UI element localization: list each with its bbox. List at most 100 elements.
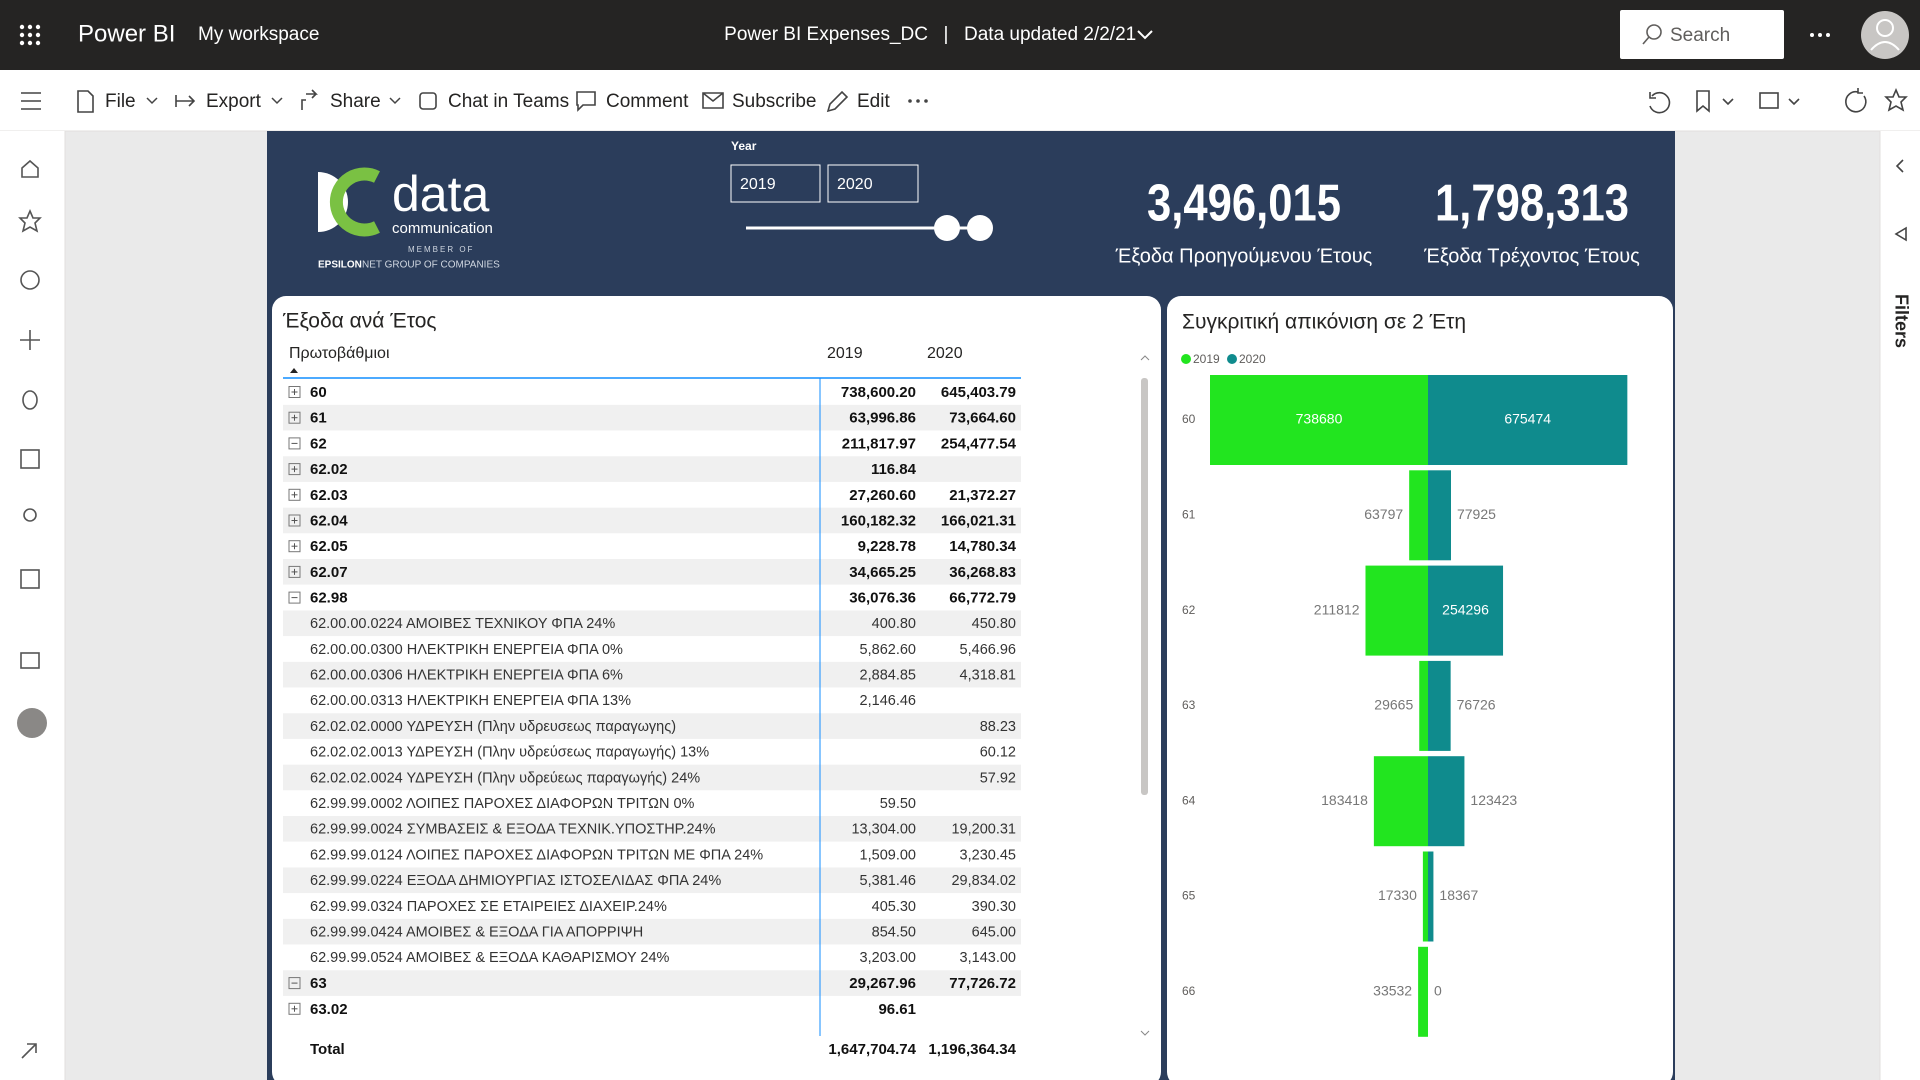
row-cell: 96.61 — [878, 1001, 916, 1018]
expand-toggle[interactable] — [288, 437, 301, 450]
row-cell: 2,884.85 — [860, 668, 916, 684]
title-dropdown[interactable] — [1137, 30, 1153, 40]
nav-workspaces[interactable] — [20, 652, 40, 669]
toolbar-item[interactable]: Export — [206, 91, 262, 112]
logo-member: MEMBER OF — [408, 245, 474, 254]
nav-home[interactable] — [21, 159, 39, 178]
avatar-body — [1870, 41, 1900, 51]
row-cell: 73,664.60 — [949, 410, 1016, 427]
column-header[interactable]: 2020 — [927, 345, 963, 362]
expand-toggle[interactable] — [288, 386, 301, 398]
bar[interactable] — [1428, 470, 1451, 561]
expand-toggle[interactable] — [288, 565, 301, 578]
toolbar-more[interactable] — [908, 99, 928, 103]
row-label: 62.99.99.0424 ΑΜΟΙΒΕΣ & ΕΞΟΔΑ ΓΙΑ ΑΠΟΡΡΙ… — [310, 925, 643, 941]
nav-create[interactable] — [20, 330, 40, 350]
row-cell: 400.80 — [872, 616, 916, 632]
expand-toggle[interactable] — [288, 411, 301, 424]
kpi-label: Έξοδα Προηγούμενου Έτους — [1115, 245, 1373, 267]
expand-toggle[interactable] — [288, 540, 301, 553]
bar[interactable] — [1428, 756, 1465, 847]
reset-icon[interactable] — [1649, 91, 1671, 114]
bar[interactable] — [1373, 756, 1428, 847]
expand-toggle[interactable] — [288, 514, 301, 527]
bar[interactable] — [1428, 565, 1504, 656]
nav-recent[interactable] — [20, 270, 40, 290]
bar[interactable] — [1419, 660, 1428, 751]
toolbar-item[interactable]: Edit — [857, 91, 890, 112]
row-cell: 29,267.96 — [849, 975, 916, 992]
slicer-to-box[interactable] — [827, 164, 919, 203]
legend-label[interactable]: 2019 — [1193, 352, 1220, 366]
total-cell: 1,196,364.34 — [928, 1041, 1016, 1058]
slicer-from: 2019 — [740, 176, 776, 193]
slider-knob-to[interactable] — [967, 215, 993, 241]
nav-apps[interactable] — [20, 449, 40, 469]
expand-toggle[interactable] — [288, 488, 301, 501]
refresh-icon[interactable] — [1845, 88, 1867, 113]
bar[interactable] — [1428, 375, 1628, 465]
bar[interactable] — [1409, 470, 1428, 561]
column-header[interactable]: Πρωτοβάθμιοι — [289, 345, 390, 362]
scrollbar-thumb[interactable] — [1141, 378, 1148, 795]
table-row — [283, 584, 1021, 611]
bar[interactable] — [1428, 851, 1434, 942]
table-row — [283, 841, 1021, 868]
slicer-from-box[interactable] — [730, 164, 821, 203]
toolbar-item[interactable]: Comment — [606, 91, 689, 112]
bar[interactable] — [1210, 375, 1428, 465]
row-cell: 88.23 — [980, 719, 1016, 735]
nav-learn[interactable] — [20, 569, 40, 589]
kpi-value: 1,798,313 — [1435, 175, 1629, 233]
table-row — [283, 610, 1021, 637]
slider-knob-from[interactable] — [934, 215, 960, 241]
row-label: 60 — [310, 384, 327, 401]
logo-sub: communication — [392, 220, 493, 237]
toolbar-item[interactable]: File — [105, 91, 136, 112]
expand-toggle[interactable] — [288, 977, 301, 990]
filters-pane[interactable] — [1880, 131, 1920, 1080]
workspace-link[interactable]: My workspace — [198, 24, 319, 45]
row-label: 62.04 — [310, 512, 348, 529]
toolbar-item[interactable]: Subscribe — [732, 91, 817, 112]
nav-datasets[interactable] — [22, 390, 38, 410]
row-label: 62.02.02.0000 ΥΔΡΕΥΣΗ (Πλην υδρευσεως πα… — [310, 719, 676, 735]
teams-icon — [419, 92, 437, 110]
pane-collapse[interactable] — [1895, 159, 1904, 173]
filters-label[interactable]: Filters — [1891, 294, 1911, 348]
bar[interactable] — [1428, 660, 1451, 751]
nav-my-workspace[interactable] — [17, 708, 47, 738]
row-cell: 211,817.97 — [842, 435, 916, 452]
bookmark-dropdown[interactable] — [1722, 98, 1734, 106]
bar[interactable] — [1418, 946, 1428, 1037]
row-label: 61 — [310, 410, 327, 427]
view-dropdown[interactable] — [1788, 98, 1800, 106]
expand-toggle[interactable] — [288, 1002, 301, 1015]
app-launcher[interactable] — [19, 24, 41, 46]
bar[interactable] — [1422, 851, 1428, 942]
favorite-icon[interactable] — [1884, 87, 1908, 112]
row-cell: 14,780.34 — [949, 538, 1016, 555]
expand-toggle[interactable] — [288, 591, 301, 604]
column-header[interactable]: 2019 — [827, 345, 863, 362]
nav-shared[interactable] — [23, 508, 37, 522]
hamburger[interactable] — [21, 92, 41, 110]
nav-favorites[interactable] — [18, 208, 42, 233]
y-tick-label: 61 — [1182, 507, 1196, 521]
bookmark-icon[interactable] — [1696, 90, 1710, 113]
scroll-up[interactable] — [1140, 355, 1150, 361]
toolbar-item[interactable]: Share — [330, 91, 381, 112]
toolbar-item[interactable]: Chat in Teams — [448, 91, 569, 112]
top-bar — [0, 0, 1920, 70]
table-row — [283, 456, 1021, 482]
nav-expand[interactable] — [21, 1043, 37, 1059]
search-box[interactable] — [1620, 10, 1784, 59]
scroll-down[interactable] — [1140, 1030, 1150, 1036]
view-icon[interactable] — [1759, 92, 1779, 109]
filters-icon — [1894, 226, 1907, 242]
bar[interactable] — [1365, 565, 1428, 656]
legend-label[interactable]: 2020 — [1239, 352, 1266, 366]
row-cell: 3,143.00 — [960, 950, 1016, 966]
more-options[interactable] — [1810, 33, 1830, 37]
expand-toggle[interactable] — [288, 463, 301, 476]
